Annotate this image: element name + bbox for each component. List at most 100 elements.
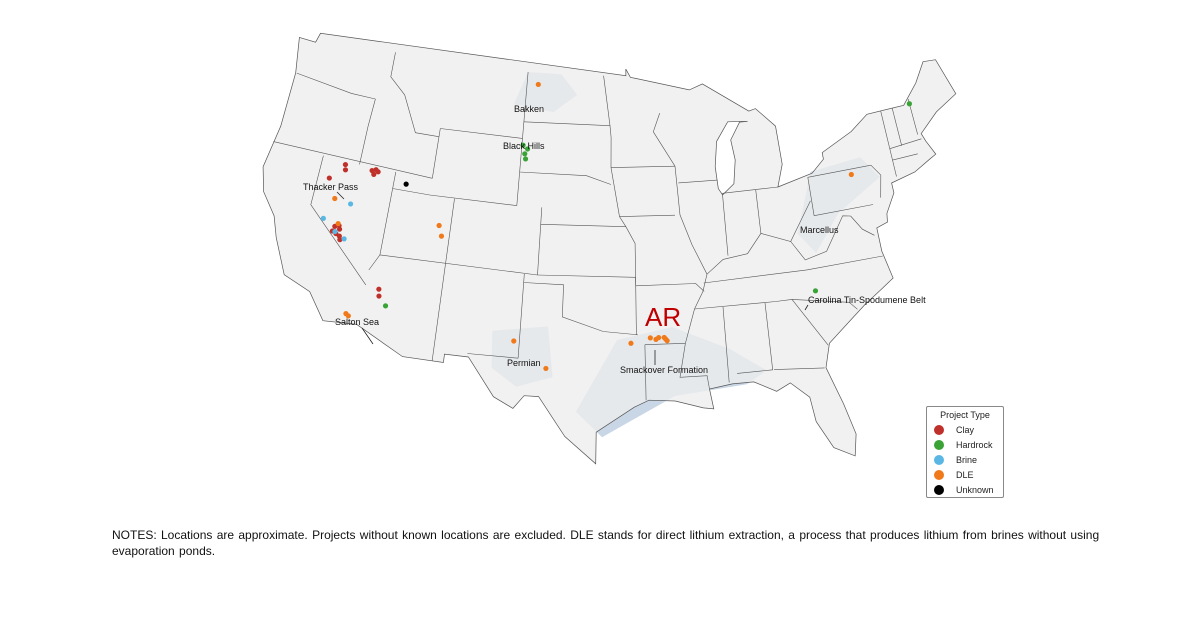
legend-swatch xyxy=(934,424,944,435)
label-leader-lines xyxy=(336,191,809,365)
state-border xyxy=(880,111,897,177)
region-label: Bakken xyxy=(514,104,544,114)
state-border xyxy=(603,75,612,168)
state-border xyxy=(429,194,517,206)
state-border xyxy=(694,301,776,310)
state-border xyxy=(431,198,455,362)
region-label: Carolina Tin-Spodumene Belt xyxy=(808,295,926,305)
state-border xyxy=(807,177,815,216)
legend-swatch xyxy=(934,454,944,465)
state-border xyxy=(432,128,441,179)
state-border xyxy=(296,72,376,100)
region-label: Permian xyxy=(507,358,541,368)
legend-swatch xyxy=(934,469,944,480)
project-point-clay xyxy=(342,167,349,173)
state-border xyxy=(379,254,538,276)
project-point-hardrock xyxy=(522,156,529,162)
state-border xyxy=(610,167,636,286)
project-point-dle xyxy=(535,81,541,88)
legend-item-hardrock: Hardrock xyxy=(927,437,1003,452)
state-border xyxy=(722,186,778,194)
project-point-brine xyxy=(332,228,338,235)
project-point-hardrock xyxy=(522,151,528,157)
project-point-dle xyxy=(438,233,445,239)
state-border xyxy=(540,224,626,227)
state-border xyxy=(392,188,430,196)
legend-label: Hardrock xyxy=(956,439,993,450)
project-point-hardrock xyxy=(382,303,389,309)
project-point-clay xyxy=(326,175,332,181)
region-labels: Bakken Black Hills Thacker Pass Marcellus Ca… xyxy=(303,104,926,375)
us-outline xyxy=(262,32,957,465)
project-point-hardrock xyxy=(524,146,531,152)
project-point-dle xyxy=(647,335,653,341)
legend-label: Unknown xyxy=(956,484,994,495)
region-label: Thacker Pass xyxy=(303,182,359,192)
state-border xyxy=(523,121,611,126)
legend-swatch xyxy=(934,484,944,495)
state-border xyxy=(537,274,636,278)
project-point-dle xyxy=(848,171,854,178)
state-border xyxy=(807,164,871,178)
project-point-dle xyxy=(663,336,669,342)
legend-item-unknown: Unknown xyxy=(927,482,1003,497)
region-label: Black Hills xyxy=(503,141,545,151)
state-border xyxy=(791,299,829,346)
legend-label: Clay xyxy=(956,424,975,435)
arkansas-label: AR xyxy=(645,302,681,332)
state-border xyxy=(775,299,858,310)
state-border xyxy=(467,353,519,359)
state-border xyxy=(850,215,875,236)
state-border xyxy=(889,138,922,149)
state-border xyxy=(652,113,676,167)
project-point-dle xyxy=(543,365,549,372)
project-point-clay xyxy=(342,161,349,168)
state-border xyxy=(706,200,811,275)
legend-item-brine: Brine xyxy=(927,452,1003,467)
project-point-brine xyxy=(347,201,354,207)
legend-label: Brine xyxy=(956,454,978,465)
project-point-hardrock xyxy=(812,288,819,294)
project-point-clay xyxy=(375,169,381,175)
project-point-hardrock xyxy=(906,101,913,107)
state-border xyxy=(610,165,676,168)
project-point-dle xyxy=(332,195,338,202)
state-border xyxy=(790,215,851,261)
state-border xyxy=(891,108,902,146)
state-border xyxy=(273,141,433,179)
project-point-dle xyxy=(511,338,517,344)
state-border xyxy=(892,153,918,161)
legend-label: DLE xyxy=(956,469,974,480)
region-label: Marcellus xyxy=(800,225,839,235)
lake-michigan xyxy=(714,120,748,196)
region-label: Smackover Formation xyxy=(620,365,708,375)
project-point-dle xyxy=(656,335,662,341)
project-point-clay xyxy=(336,226,343,232)
project-point-dle xyxy=(335,221,341,227)
state-border xyxy=(619,214,676,217)
project-point-dle xyxy=(345,313,351,319)
state-border xyxy=(679,343,710,390)
legend-title: Project Type xyxy=(940,410,990,420)
state-border xyxy=(516,71,529,206)
region-label: Salton Sea xyxy=(335,317,379,327)
state-border xyxy=(517,273,525,359)
state-border xyxy=(703,255,883,284)
state-border xyxy=(635,283,705,292)
project-point-brine xyxy=(341,236,347,242)
legend-item-dle: DLE xyxy=(927,467,1003,482)
notes: NOTES: Locations are approximate. Projec… xyxy=(112,528,1100,558)
state-border xyxy=(537,207,543,276)
state-border xyxy=(722,193,729,256)
legend-item-clay: Clay xyxy=(927,422,1003,437)
project-point-clay xyxy=(371,171,377,177)
project-point-unknown xyxy=(403,181,409,187)
project-point-clay xyxy=(376,293,382,299)
legend: Project Type Clay Hardrock Brine DLE Unknown xyxy=(926,406,1004,498)
state-border xyxy=(737,302,774,374)
state-border xyxy=(814,204,874,216)
state-border xyxy=(523,282,638,336)
project-point-hardrock xyxy=(520,142,526,148)
us-land xyxy=(262,32,957,465)
project-point-clay xyxy=(337,237,343,243)
